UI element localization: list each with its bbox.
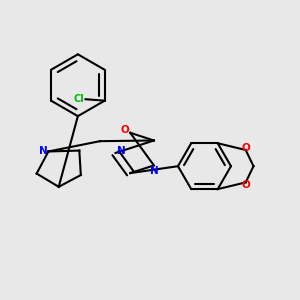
Text: O: O xyxy=(242,142,251,153)
Text: N: N xyxy=(150,166,159,176)
Text: N: N xyxy=(39,146,47,157)
Text: N: N xyxy=(117,146,126,156)
Text: O: O xyxy=(121,125,129,135)
Text: Cl: Cl xyxy=(74,94,85,104)
Text: O: O xyxy=(242,180,251,190)
